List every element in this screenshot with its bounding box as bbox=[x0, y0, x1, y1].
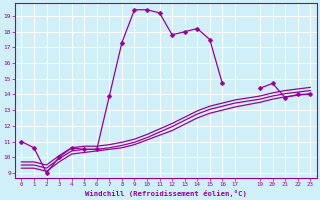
X-axis label: Windchill (Refroidissement éolien,°C): Windchill (Refroidissement éolien,°C) bbox=[85, 190, 247, 197]
